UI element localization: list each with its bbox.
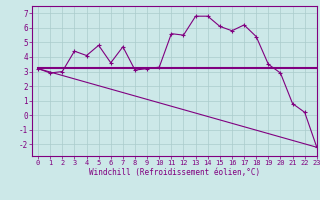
X-axis label: Windchill (Refroidissement éolien,°C): Windchill (Refroidissement éolien,°C) (89, 168, 260, 177)
